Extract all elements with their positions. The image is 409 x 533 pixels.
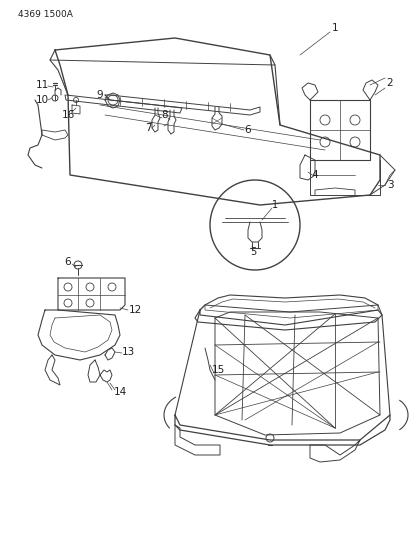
Text: 8: 8 xyxy=(161,110,168,120)
Text: 3: 3 xyxy=(386,180,392,190)
Text: 5: 5 xyxy=(249,247,256,257)
Text: 1: 1 xyxy=(271,200,277,210)
Text: 10: 10 xyxy=(35,95,48,105)
Text: 7: 7 xyxy=(144,123,151,133)
Text: 13: 13 xyxy=(121,347,134,357)
Text: 14: 14 xyxy=(113,387,126,397)
Text: 4369 1500A: 4369 1500A xyxy=(18,10,73,19)
Text: 9: 9 xyxy=(97,90,103,100)
Text: 12: 12 xyxy=(128,305,141,315)
Text: 6: 6 xyxy=(244,125,251,135)
Text: 4: 4 xyxy=(311,170,317,180)
Text: 11: 11 xyxy=(35,80,49,90)
Text: 15: 15 xyxy=(211,365,224,375)
Text: 6: 6 xyxy=(65,257,71,267)
Text: 2: 2 xyxy=(386,78,392,88)
Text: 1: 1 xyxy=(331,23,337,33)
Text: 16: 16 xyxy=(61,110,74,120)
